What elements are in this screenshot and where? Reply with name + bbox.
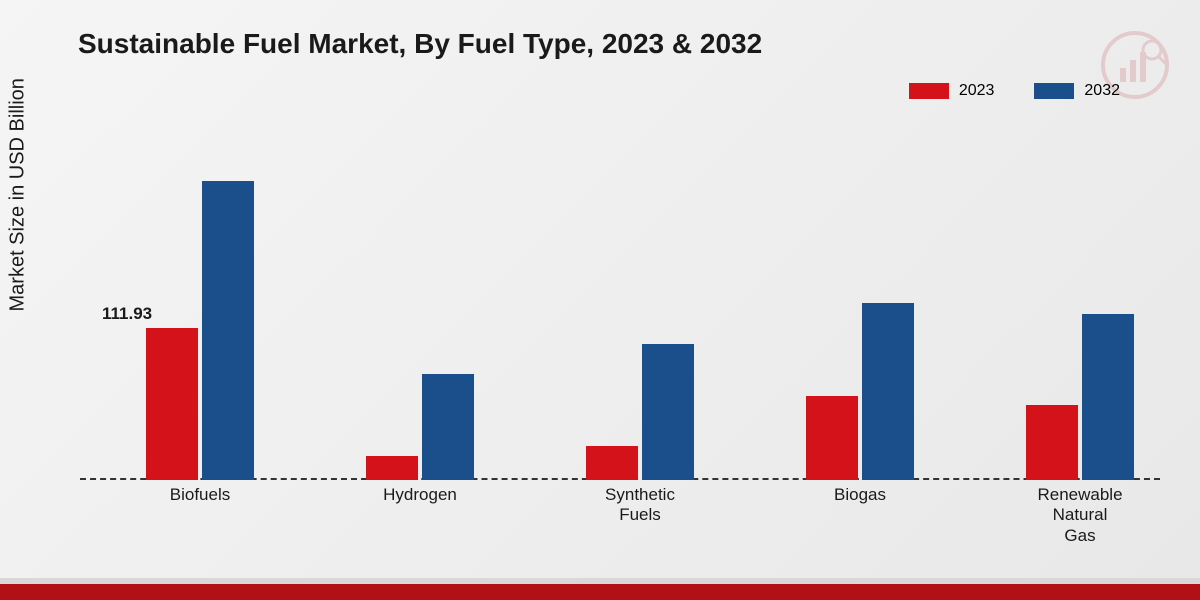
x-axis-category-label: Hydrogen bbox=[340, 485, 500, 505]
legend-item-2023: 2023 bbox=[909, 82, 995, 100]
legend-label-2023: 2023 bbox=[959, 82, 995, 100]
data-label: 111.93 bbox=[102, 304, 152, 324]
bar-group bbox=[120, 181, 280, 480]
x-axis-labels: Biofuels Hydrogen SyntheticFuels Biogas Rene… bbox=[80, 485, 1160, 545]
x-axis-category-label: RenewableNaturalGas bbox=[1000, 485, 1160, 546]
bar-2032 bbox=[1082, 314, 1134, 480]
bar-2023 bbox=[146, 328, 198, 480]
bar-2032 bbox=[642, 344, 694, 480]
x-axis-category-label: Biofuels bbox=[120, 485, 280, 505]
legend-label-2032: 2032 bbox=[1084, 82, 1120, 100]
x-axis-category-label: Biogas bbox=[780, 485, 940, 505]
bar-2023 bbox=[586, 446, 638, 480]
bar-group bbox=[1000, 314, 1160, 480]
legend: 2023 2032 bbox=[909, 82, 1120, 100]
footer-bar bbox=[0, 584, 1200, 600]
bar-group bbox=[780, 303, 940, 480]
bar-group bbox=[340, 374, 500, 480]
y-axis-label: Market Size in USD Billion bbox=[7, 78, 30, 311]
legend-swatch-2023 bbox=[909, 83, 949, 99]
chart-title: Sustainable Fuel Market, By Fuel Type, 2… bbox=[78, 28, 762, 60]
x-axis-category-label: SyntheticFuels bbox=[560, 485, 720, 526]
bar-2023 bbox=[806, 396, 858, 480]
bar-2032 bbox=[862, 303, 914, 480]
bar-2023 bbox=[366, 456, 418, 480]
bar-2032 bbox=[422, 374, 474, 480]
legend-item-2032: 2032 bbox=[1034, 82, 1120, 100]
legend-swatch-2032 bbox=[1034, 83, 1074, 99]
bar-2023 bbox=[1026, 405, 1078, 480]
bar-2032 bbox=[202, 181, 254, 480]
chart-plot-area: 111.93 bbox=[80, 140, 1160, 480]
bar-group bbox=[560, 344, 720, 480]
